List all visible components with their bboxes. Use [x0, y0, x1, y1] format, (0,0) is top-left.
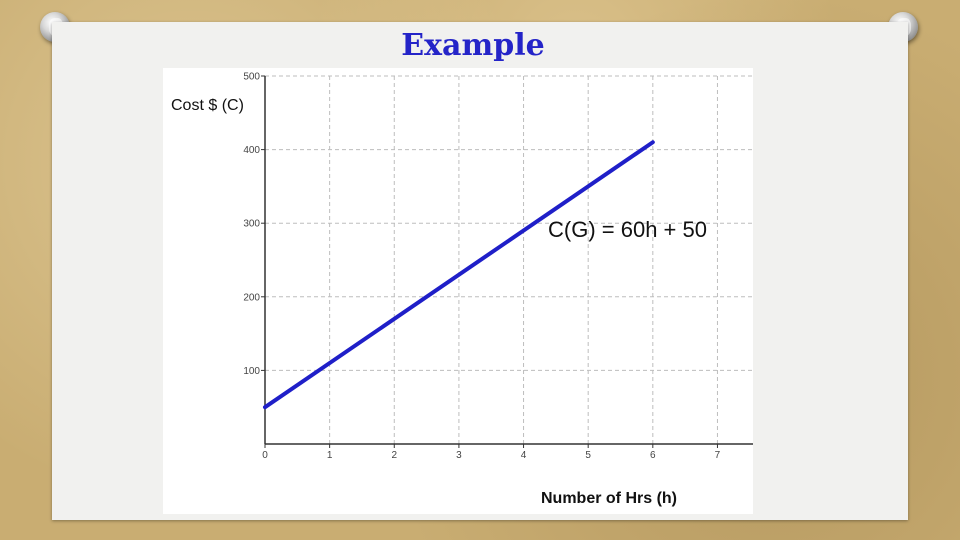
- line-chart: 0 1 2 3 4 5 6 7 100 200 300 400 500 Cost $ (C) C(G)…: [171, 72, 753, 507]
- x-tick-labels: 0 1 2 3 4 5 6 7: [262, 450, 720, 461]
- series-line: [263, 140, 655, 410]
- y-tick-label: 400: [243, 145, 260, 156]
- y-tick-label: 100: [243, 366, 260, 377]
- x-tick-label: 5: [585, 450, 591, 461]
- x-tick-label: 1: [327, 450, 333, 461]
- x-tick-label: 2: [391, 450, 397, 461]
- x-tick-label: 4: [521, 450, 527, 461]
- x-tick-label: 3: [456, 450, 462, 461]
- slide-title: Example: [401, 28, 545, 63]
- x-tick-label: 6: [650, 450, 656, 461]
- y-tick-labels: 100 200 300 400 500: [243, 72, 260, 377]
- x-tick-label: 7: [715, 450, 721, 461]
- series-lines: [263, 140, 655, 410]
- equation-label: C(G) = 60h + 50: [548, 217, 707, 242]
- y-tick-label: 200: [243, 292, 260, 303]
- grid-lines: [265, 75, 753, 444]
- axes: [261, 75, 753, 448]
- y-tick-label: 500: [243, 72, 260, 83]
- y-tick-label: 300: [243, 219, 260, 230]
- chart-panel: 0 1 2 3 4 5 6 7 100 200 300 400 500 Cost $ (C) C(G)…: [163, 68, 753, 514]
- x-axis-label: Number of Hrs (h): [541, 490, 677, 507]
- y-axis-label: Cost $ (C): [171, 97, 244, 114]
- x-tick-label: 0: [262, 450, 268, 461]
